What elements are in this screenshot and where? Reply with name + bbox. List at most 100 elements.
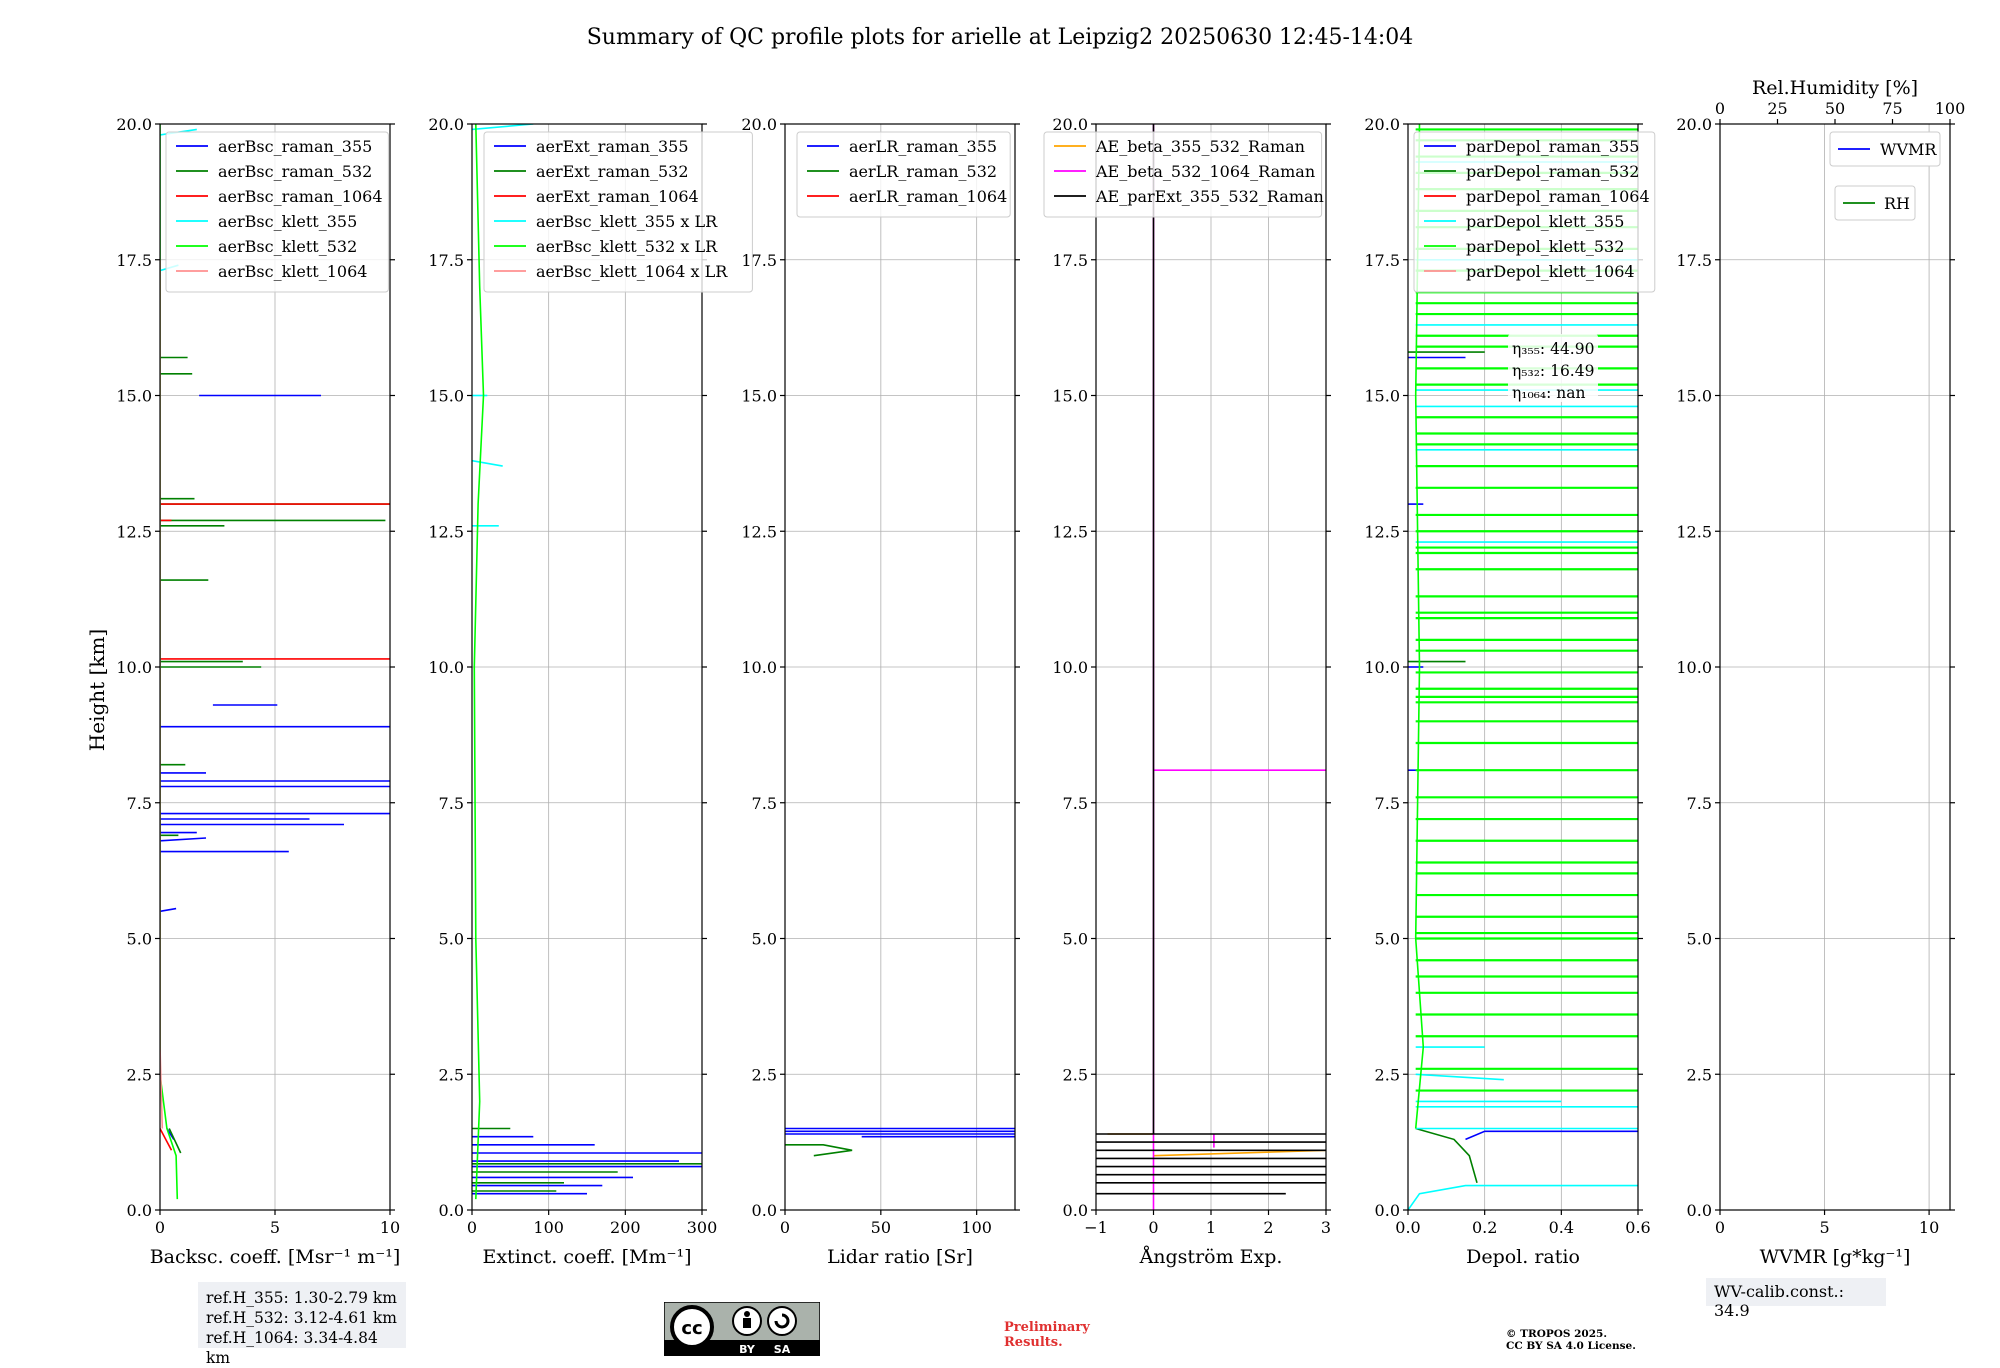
- legend-label: AE_parExt_355_532_Raman: [1095, 187, 1324, 206]
- series-group: [785, 1127, 1015, 1157]
- cc-sa-label: SA: [774, 1343, 791, 1356]
- y-tick-label: 10.0: [1052, 658, 1088, 677]
- panel-6: 0.02.55.07.510.012.515.017.520.00 5 10WVMR…: [1676, 77, 1965, 1268]
- y-tick-label: 12.5: [428, 522, 464, 541]
- legend-label: aerLR_raman_355: [849, 137, 997, 156]
- x-tick-label: −1: [1084, 1218, 1108, 1237]
- y-tick-label: 17.5: [428, 251, 464, 270]
- y-tick-label: 5.0: [752, 930, 777, 949]
- x-tick-label: 0: [467, 1218, 477, 1237]
- y-tick-label: 0.0: [1687, 1201, 1712, 1220]
- series-line: [472, 124, 534, 131]
- y-tick-label: 12.5: [116, 522, 152, 541]
- series-line: [473, 124, 485, 1200]
- series-line: [1153, 1149, 1326, 1157]
- legend: aerExt_raman_355 aerExt_raman_532 aerExt_r…: [483, 131, 753, 293]
- series-line: [160, 259, 164, 1129]
- y-tick-label: 0.0: [127, 1201, 152, 1220]
- legend-label: aerLR_raman_1064: [849, 187, 1007, 206]
- legend-label: parDepol_raman_355: [1466, 137, 1639, 156]
- license-line-2: CC BY SA 4.0 License.: [1506, 1340, 1636, 1352]
- x2-tick-label: 0: [1715, 99, 1725, 118]
- legend-label: aerBsc_klett_355: [218, 212, 357, 231]
- x-tick-label: 2: [1263, 1218, 1273, 1237]
- legend-label: parDepol_raman_532: [1466, 162, 1639, 181]
- annotation-line: η₁₀₆₄: nan: [1512, 384, 1586, 402]
- series-line: [1408, 1184, 1638, 1210]
- cc-by-sa-badge: cc BY SA: [664, 1302, 820, 1356]
- y-tick-label: 20.0: [1052, 115, 1088, 134]
- svg-text:cc: cc: [681, 1318, 702, 1339]
- preliminary-note: Preliminary Results.: [1004, 1320, 1090, 1350]
- y-tick-label: 20.0: [1364, 115, 1400, 134]
- legend-label: aerBsc_raman_532: [218, 162, 372, 181]
- x-tick-label: 0.4: [1549, 1218, 1574, 1237]
- y-tick-label: 7.5: [439, 794, 464, 813]
- legend-box: [165, 131, 389, 293]
- y-tick-label: 12.5: [1676, 522, 1712, 541]
- legend: parDepol_raman_355 parDepol_raman_532 parD…: [1413, 131, 1656, 293]
- y-tick-label: 20.0: [1676, 115, 1712, 134]
- legend-label: aerBsc_klett_532 x LR: [536, 237, 718, 256]
- legend-label: aerExt_raman_355: [536, 137, 689, 156]
- figure-title: Summary of QC profile plots for arielle …: [587, 25, 1414, 50]
- x-axis-label: Lidar ratio [Sr]: [827, 1246, 973, 1268]
- legend-box: [483, 131, 753, 293]
- y-tick-label: 20.0: [428, 115, 464, 134]
- y-tick-label: 10.0: [1676, 658, 1712, 677]
- legend2-label: RH: [1884, 194, 1910, 213]
- series-line: [160, 124, 179, 1200]
- x-tick-label: 0: [155, 1218, 165, 1237]
- series-line: [1465, 1130, 1638, 1141]
- annotation-box: [1508, 334, 1598, 402]
- license-line-1: © TROPOS 2025.: [1506, 1328, 1608, 1340]
- y-tick-label: 10.0: [116, 658, 152, 677]
- panel-4: 0.0 2.5 5.0 7.5 10.0 12.5 15.0 17.5 20.0 −1 0 1 2 3 Ån…: [1043, 115, 1331, 1268]
- legend-label: aerBsc_raman_355: [218, 137, 372, 156]
- y-tick-label: 2.5: [127, 1065, 152, 1084]
- series-line: [1415, 1127, 1478, 1184]
- x-tick-label: 5: [1819, 1218, 1829, 1237]
- legend: WVMR RH: [1829, 131, 1941, 221]
- y-tick-label: 7.5: [1063, 794, 1088, 813]
- legend-label: parDepol_klett_355: [1466, 212, 1624, 231]
- legend-box: [796, 131, 1011, 218]
- legend-label: WVMR: [1880, 140, 1937, 159]
- y-tick-label: 5.0: [1375, 930, 1400, 949]
- series-line: [160, 907, 177, 913]
- y-tick-label: 7.5: [1375, 794, 1400, 813]
- x-tick-label: 10: [1919, 1218, 1939, 1237]
- x-tick-label: 100: [961, 1218, 992, 1237]
- y-tick-label: 12.5: [1364, 522, 1400, 541]
- reference-heights-box: ref.H_355: 1.30-2.79 km ref.H_532: 3.12-…: [198, 1282, 406, 1367]
- annotation-line: η₅₃₂: 16.49: [1512, 362, 1594, 380]
- legend-box: [1829, 131, 1941, 167]
- legend-label: parDepol_klett_1064: [1466, 262, 1635, 281]
- y-axis-label: Height [km]: [85, 629, 109, 751]
- panel-3: 0.0 2.5 5.0 7.5 10.0 12.5 15.0 17.5 20.0 0 50 100 Li…: [741, 115, 1020, 1268]
- y-tick-label: 7.5: [127, 794, 152, 813]
- preliminary-line-2: Results.: [1004, 1335, 1063, 1350]
- series-line: [160, 1128, 173, 1151]
- panel-5: 0.0 2.5 5.0 7.5 10.0 12.5 15.0 17.5 20.0 0.0 0.2 0.…: [1364, 115, 1656, 1268]
- x-tick-label: 5: [270, 1218, 280, 1237]
- x2-tick-label: 50: [1825, 99, 1845, 118]
- license-note: © TROPOS 2025. CC BY SA 4.0 License.: [1506, 1328, 1636, 1352]
- eta-annotation: η₃₅₅: 44.90 η₅₃₂: 16.49 η₁₀₆₄: nan: [1508, 334, 1598, 402]
- y-tick-label: 15.0: [1052, 387, 1088, 406]
- x-tick-label: 0.0: [1395, 1218, 1420, 1237]
- x-tick-label: 0.6: [1625, 1218, 1650, 1237]
- legend-label: aerExt_raman_1064: [536, 187, 699, 206]
- y-tick-label: 17.5: [116, 251, 152, 270]
- ref-height-1064: ref.H_1064: 3.34-4.84 km: [206, 1329, 378, 1367]
- panels: 0.02.55.07.510.012.515.017.520.00 5 10Back…: [116, 77, 1965, 1268]
- y-tick-label: 12.5: [1052, 522, 1088, 541]
- y-tick-label: 15.0: [116, 387, 152, 406]
- x2-tick-label: 75: [1882, 99, 1902, 118]
- x-axis-label: Depol. ratio: [1466, 1246, 1580, 1268]
- legend: AE_beta_355_532_Raman AE_beta_532_1064_Ra…: [1043, 131, 1324, 218]
- legend-label: aerBsc_raman_1064: [218, 187, 383, 206]
- x-tick-label: 10: [380, 1218, 400, 1237]
- y-tick-label: 12.5: [741, 522, 777, 541]
- legend: aerBsc_raman_355 aerBsc_raman_532 aerBsc_r…: [165, 131, 389, 293]
